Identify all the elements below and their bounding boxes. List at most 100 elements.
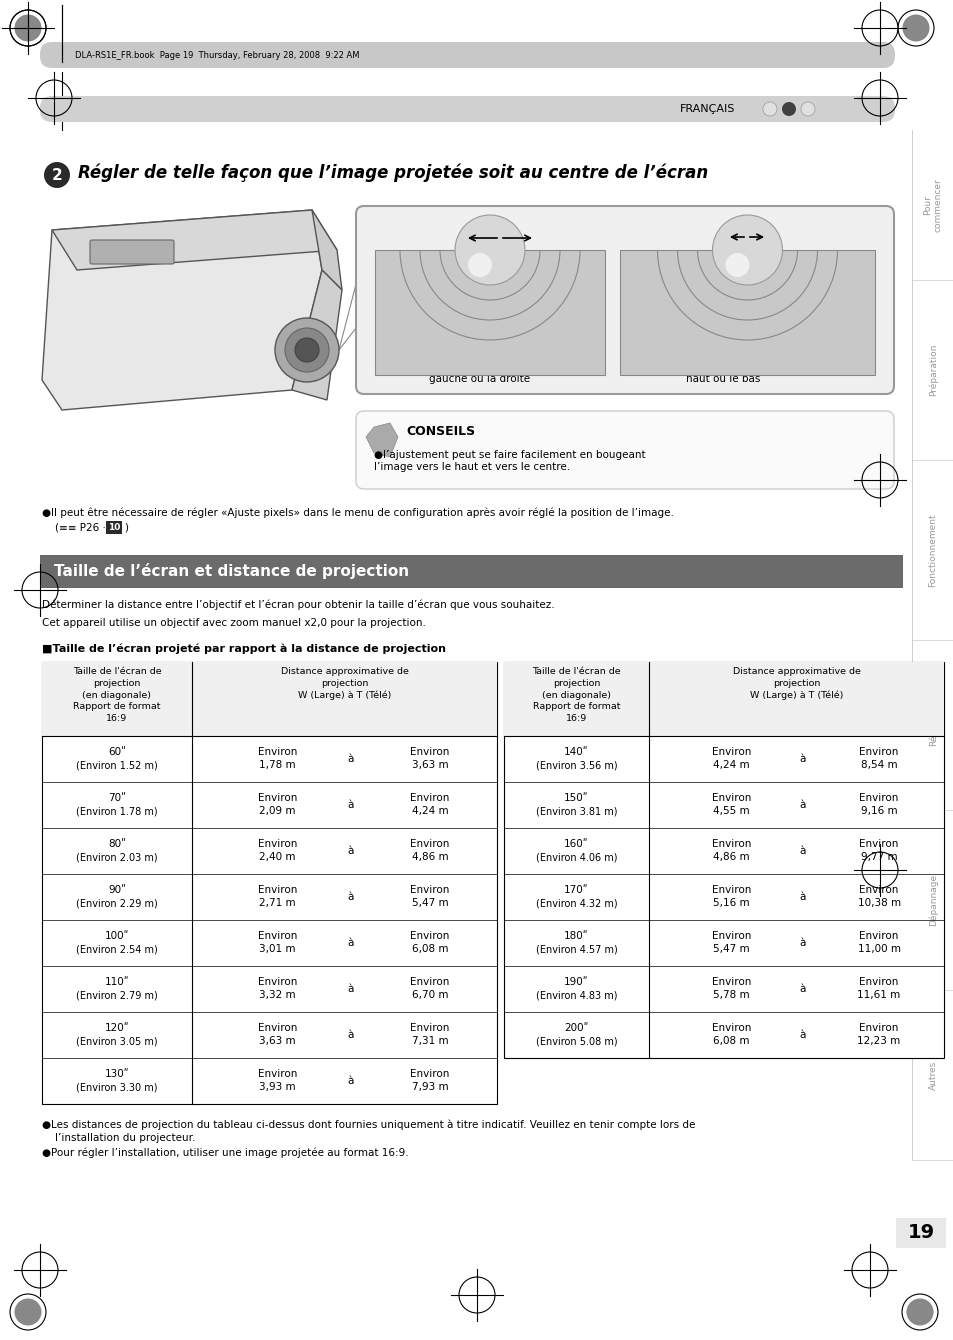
Text: Autres: Autres — [927, 1060, 937, 1089]
Text: (Environ 2.79 m): (Environ 2.79 m) — [76, 990, 157, 1000]
Text: (Environ 4.06 m): (Environ 4.06 m) — [536, 852, 617, 862]
Text: Cet appareil utilise un objectif avec zoom manuel x2,0 pour la projection.: Cet appareil utilise un objectif avec zo… — [42, 618, 425, 628]
Text: Environ: Environ — [410, 793, 449, 803]
Text: 11,00 m: 11,00 m — [857, 943, 900, 954]
Circle shape — [14, 15, 42, 42]
Text: Environ: Environ — [859, 977, 898, 988]
Polygon shape — [312, 210, 341, 289]
Text: 3,63 m: 3,63 m — [259, 1036, 295, 1047]
Text: Environ: Environ — [859, 1022, 898, 1033]
Text: (Environ 3.30 m): (Environ 3.30 m) — [76, 1081, 157, 1092]
Text: 100ʺ: 100ʺ — [105, 931, 129, 941]
Text: (Environ 1.52 m): (Environ 1.52 m) — [76, 760, 157, 770]
Text: Taille de l'écran de
projection
(en diagonale)
Rapport de format
16:9: Taille de l'écran de projection (en diag… — [72, 667, 161, 724]
Text: (Environ 4.57 m): (Environ 4.57 m) — [535, 943, 617, 954]
Polygon shape — [42, 210, 322, 410]
Text: Environ: Environ — [711, 839, 751, 850]
Text: 6,08 m: 6,08 m — [411, 943, 448, 954]
Text: à: à — [799, 984, 804, 994]
FancyBboxPatch shape — [355, 206, 893, 394]
Bar — [619, 251, 874, 375]
Bar — [375, 251, 604, 375]
Text: Préparation: Préparation — [927, 344, 937, 397]
Text: Environ: Environ — [711, 746, 751, 757]
Text: 7,31 m: 7,31 m — [411, 1036, 448, 1047]
Text: 2,09 m: 2,09 m — [259, 805, 295, 816]
FancyBboxPatch shape — [355, 411, 893, 489]
Text: Distance approximative de
projection
W (Large) à T (Télé): Distance approximative de projection W (… — [732, 667, 860, 701]
Text: 5,78 m: 5,78 m — [713, 990, 749, 1000]
Text: 9,16 m: 9,16 m — [860, 805, 897, 816]
Text: Taille de l'écran de
projection
(en diagonale)
Rapport de format
16:9: Taille de l'écran de projection (en diag… — [532, 667, 620, 724]
Circle shape — [285, 328, 329, 373]
Text: ■Taille de l’écran projeté par rapport à la distance de projection: ■Taille de l’écran projeté par rapport à… — [42, 645, 446, 654]
Text: (Environ 3.81 m): (Environ 3.81 m) — [536, 805, 617, 816]
Text: 160ʺ: 160ʺ — [563, 839, 588, 850]
Text: CONSEILS: CONSEILS — [406, 425, 475, 438]
Text: Environ: Environ — [711, 793, 751, 803]
Text: 6,70 m: 6,70 m — [411, 990, 448, 1000]
Circle shape — [274, 318, 338, 382]
Polygon shape — [52, 210, 336, 269]
Text: Environ: Environ — [410, 1069, 449, 1079]
Text: 5,16 m: 5,16 m — [713, 898, 749, 909]
Text: Environ: Environ — [410, 884, 449, 895]
Text: ●Il peut être nécessaire de régler «Ajuste pixels» dans le menu de configuration: ●Il peut être nécessaire de régler «Ajus… — [42, 508, 673, 519]
Circle shape — [14, 1298, 42, 1325]
Text: 140ʺ: 140ʺ — [563, 746, 588, 757]
FancyBboxPatch shape — [40, 96, 894, 122]
Text: (Environ 1.78 m): (Environ 1.78 m) — [76, 805, 157, 816]
Text: 4,86 m: 4,86 m — [411, 852, 448, 862]
Text: Environ: Environ — [257, 931, 296, 941]
Circle shape — [455, 214, 524, 285]
Text: (≡≡ P26 ·: (≡≡ P26 · — [55, 523, 109, 532]
Text: 8,54 m: 8,54 m — [860, 760, 897, 770]
Text: ●l’ajustement peut se faire facilement en bougeant
l’image vers le haut et vers : ●l’ajustement peut se faire facilement e… — [374, 450, 645, 472]
Text: (Environ 2.54 m): (Environ 2.54 m) — [76, 943, 157, 954]
Text: 10: 10 — [108, 523, 120, 532]
Text: 70ʺ: 70ʺ — [108, 793, 126, 803]
Text: Environ: Environ — [859, 884, 898, 895]
FancyBboxPatch shape — [40, 42, 894, 68]
Text: ): ) — [124, 523, 128, 532]
Text: Déplace l’image vers le
haut ou le bas: Déplace l’image vers le haut ou le bas — [685, 362, 808, 385]
Text: 90ʺ: 90ʺ — [108, 884, 126, 895]
Text: 3,63 m: 3,63 m — [411, 760, 448, 770]
Text: 4,24 m: 4,24 m — [411, 805, 448, 816]
Circle shape — [905, 1298, 933, 1325]
Text: Régler de telle façon que l’image projetée soit au centre de l’écran: Régler de telle façon que l’image projet… — [78, 163, 707, 181]
Text: 11,61 m: 11,61 m — [857, 990, 900, 1000]
Text: (Environ 4.83 m): (Environ 4.83 m) — [536, 990, 617, 1000]
Text: à: à — [347, 892, 354, 902]
Text: Environ: Environ — [859, 746, 898, 757]
Text: (Environ 5.08 m): (Environ 5.08 m) — [536, 1036, 617, 1047]
FancyBboxPatch shape — [90, 240, 173, 264]
Text: Fonctionnement: Fonctionnement — [927, 513, 937, 587]
Text: ●Les distances de projection du tableau ci-dessus dont fournies uniquement à tit: ●Les distances de projection du tableau … — [42, 1120, 695, 1131]
Text: ●Pour régler l’installation, utiliser une image projetée au format 16:9.: ●Pour régler l’installation, utiliser un… — [42, 1148, 408, 1159]
Text: à: à — [799, 754, 804, 764]
Text: Environ: Environ — [410, 746, 449, 757]
Text: à: à — [799, 800, 804, 809]
Text: 3,01 m: 3,01 m — [259, 943, 295, 954]
Bar — [106, 521, 122, 535]
Text: à: à — [347, 754, 354, 764]
Text: 3,93 m: 3,93 m — [259, 1081, 295, 1092]
Text: Environ: Environ — [257, 977, 296, 988]
Circle shape — [801, 102, 814, 117]
Text: Dépannage: Dépannage — [927, 874, 937, 926]
Text: Environ: Environ — [859, 931, 898, 941]
Text: Environ: Environ — [859, 839, 898, 850]
Circle shape — [902, 15, 928, 42]
Text: FRANÇAIS: FRANÇAIS — [679, 105, 735, 114]
Text: à: à — [799, 892, 804, 902]
Circle shape — [724, 253, 749, 277]
Circle shape — [468, 253, 492, 277]
Bar — [503, 662, 943, 1059]
Circle shape — [294, 338, 318, 362]
Text: (Environ 2.29 m): (Environ 2.29 m) — [76, 898, 157, 909]
Text: Environ: Environ — [711, 931, 751, 941]
Text: à: à — [347, 1030, 354, 1040]
Text: Environ: Environ — [257, 1069, 296, 1079]
Polygon shape — [366, 423, 397, 457]
